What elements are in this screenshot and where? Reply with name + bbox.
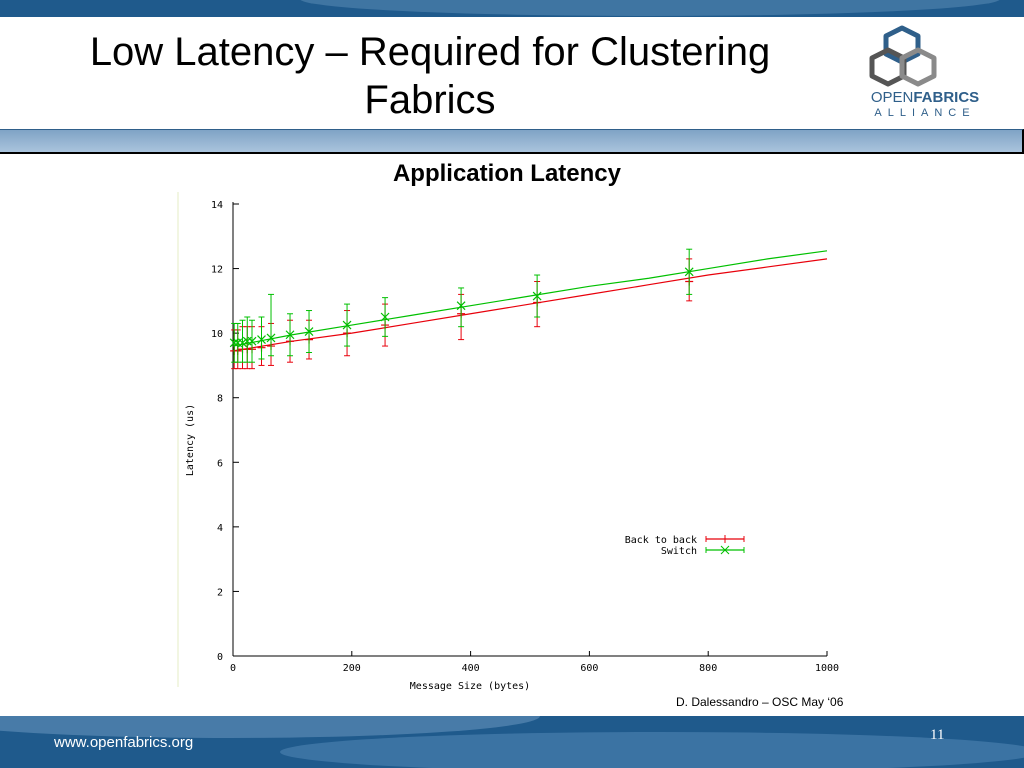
x-tick-label: 400	[462, 663, 480, 674]
page-number: 11	[930, 727, 945, 743]
series-line	[232, 258, 828, 352]
logo-fabrics-text: FABRICS	[913, 89, 980, 106]
data-point	[380, 312, 390, 322]
chart-lines	[232, 250, 828, 352]
header-band	[0, 129, 1024, 154]
data-point	[247, 336, 257, 346]
logo-wordmark: OPENFABRICS	[870, 89, 980, 106]
data-point	[532, 291, 542, 301]
banner-swoosh	[300, 0, 1000, 16]
y-tick-label: 14	[211, 200, 223, 211]
series-line	[232, 250, 828, 347]
x-axis-label: Message Size (bytes)	[410, 681, 530, 692]
chart-title: Application Latency	[392, 160, 622, 187]
hexagon-cube-icon	[869, 25, 937, 87]
data-point	[257, 335, 266, 345]
data-point	[342, 320, 352, 330]
y-tick-label: 8	[217, 394, 223, 405]
footer-url: www.openfabrics.org	[54, 734, 194, 751]
legend-marker	[720, 545, 730, 555]
legend-marker	[721, 535, 729, 543]
y-tick-label: 2	[217, 587, 223, 598]
y-tick-label: 10	[211, 329, 223, 340]
banner-wave	[280, 732, 1024, 768]
data-point	[304, 327, 314, 336]
data-point	[229, 338, 239, 348]
x-tick-label: 200	[343, 663, 361, 674]
data-point	[238, 338, 247, 348]
x-tick-label: 0	[230, 663, 236, 674]
credit-text: D. Dalessandro – OSC May ‘06	[676, 695, 844, 709]
x-tick-label: 800	[699, 663, 717, 674]
data-point	[266, 333, 276, 343]
logo-alliance-text: ALLIANCE	[874, 107, 976, 119]
x-tick-label: 600	[580, 663, 598, 674]
y-tick-label: 0	[217, 652, 223, 663]
chart-axes: 0 200 400 600 800 1000 0 2 4 6 8 10 12 14	[211, 200, 839, 674]
legend-label: Back to back	[625, 535, 697, 546]
y-tick-label: 4	[217, 523, 223, 534]
legend-label: Switch	[661, 546, 697, 557]
data-point	[456, 301, 466, 311]
banner-wave	[0, 716, 540, 738]
y-tick-label: 12	[211, 265, 223, 276]
slide-title: Low Latency – Required for Clustering Fa…	[89, 30, 771, 122]
chart-marks	[229, 248, 694, 370]
x-tick-label: 1000	[815, 663, 839, 674]
top-banner	[0, 0, 1024, 17]
y-tick-label: 6	[217, 458, 223, 469]
y-axis-label: Latency (us)	[185, 404, 196, 476]
logo-open-text: OPEN	[870, 89, 914, 106]
data-point	[684, 267, 694, 277]
latency-chart: 0 200 400 600 800 1000 0 2 4 6 8 10 12 14 Message Siz…	[177, 192, 839, 692]
bottom-banner	[0, 716, 1024, 768]
data-point	[285, 330, 295, 340]
